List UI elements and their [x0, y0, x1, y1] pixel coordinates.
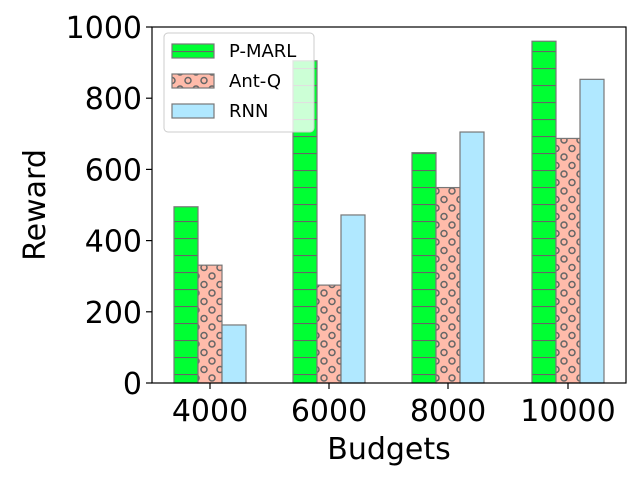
y-tick-label: 1000	[66, 11, 142, 46]
legend-label-ant-q: Ant-Q	[229, 71, 281, 92]
x-tick-label: 4000	[172, 394, 248, 429]
x-axis-label: Budgets	[327, 432, 451, 467]
y-tick-label: 600	[85, 153, 142, 188]
bars-group	[173, 40, 605, 384]
y-tick-label: 400	[85, 225, 142, 260]
bar-rnn-4000	[221, 324, 247, 384]
y-tick-label: 0	[123, 367, 142, 402]
bar-p-marl-8000	[411, 152, 437, 384]
bar-ant-q-6000	[316, 284, 342, 384]
y-axis: 0 200 400 600 800 1000	[66, 11, 152, 402]
legend-swatch-rnn	[171, 103, 215, 119]
x-tick-label: 8000	[410, 394, 486, 429]
plot-frame	[151, 26, 627, 384]
bar-p-marl-4000	[173, 206, 199, 384]
x-tick-label: 10000	[520, 394, 615, 429]
x-tick-label: 6000	[291, 394, 367, 429]
bar-ant-q-10000	[555, 137, 581, 384]
legend-swatch-p-marl	[171, 43, 215, 59]
legend-label-rnn: RNN	[229, 101, 268, 122]
y-axis-label: Reward	[18, 149, 53, 261]
x-axis: 4000 6000 8000 10000	[172, 383, 616, 429]
legend: P-MARL Ant-Q RNN	[163, 32, 315, 133]
legend-swatch-ant-q	[171, 73, 215, 89]
bar-ant-q-4000	[197, 264, 223, 384]
y-tick-label: 800	[85, 82, 142, 117]
bar-rnn-10000	[579, 78, 605, 384]
bar-p-marl-10000	[531, 40, 557, 384]
bar-rnn-6000	[340, 214, 366, 384]
bar-ant-q-8000	[435, 186, 461, 384]
legend-label-p-marl: P-MARL	[229, 41, 296, 62]
y-tick-label: 200	[85, 296, 142, 331]
bar-rnn-8000	[459, 131, 485, 384]
